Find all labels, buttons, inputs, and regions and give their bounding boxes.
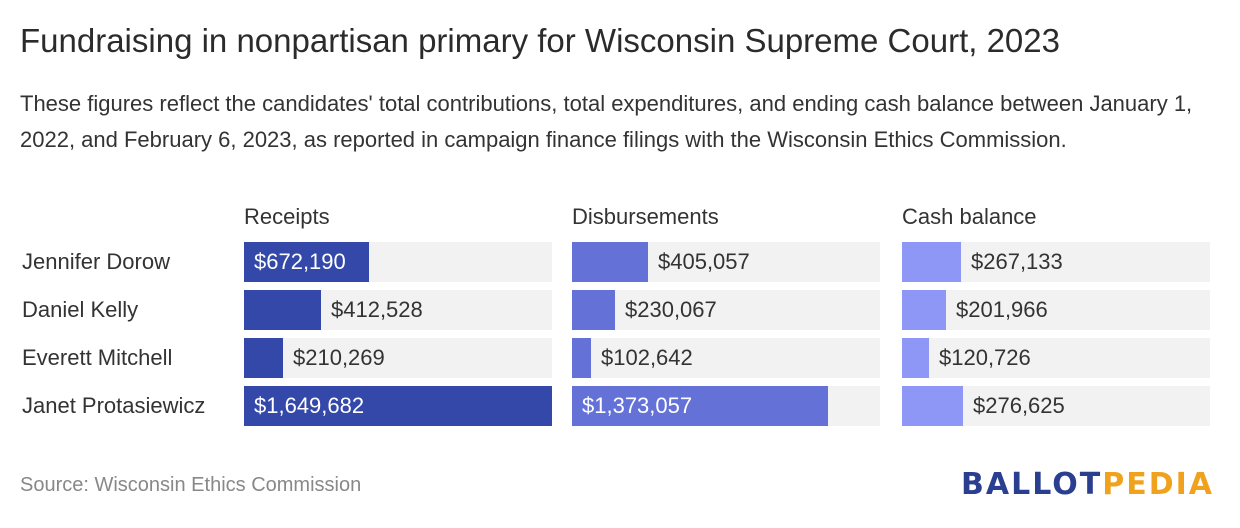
data-label-receipts-daniel-kelly: $412,528 bbox=[331, 297, 423, 322]
bar-disbursements-everett-mitchell bbox=[572, 338, 591, 378]
chart-title: Fundraising in nonpartisan primary for W… bbox=[20, 22, 1060, 59]
bar-disbursements-jennifer-dorow bbox=[572, 242, 648, 282]
bar-track-disbursements-daniel-kelly: $230,067 bbox=[572, 290, 880, 330]
bar-track-receipts-janet-protasiewicz: $1,649,682 bbox=[244, 386, 552, 426]
category-label-everett-mitchell: Everett Mitchell bbox=[22, 345, 173, 370]
data-label-cash-balance-daniel-kelly: $201,966 bbox=[956, 297, 1048, 322]
bar-track-disbursements-everett-mitchell: $102,642 bbox=[572, 338, 880, 378]
bar-receipts-jennifer-dorow bbox=[244, 242, 369, 282]
bar-track-cash-balance-everett-mitchell: $120,726 bbox=[902, 338, 1210, 378]
series-header-disbursements: Disbursements bbox=[572, 204, 719, 229]
data-label-disbursements-everett-mitchell: $102,642 bbox=[601, 345, 693, 370]
bar-track-receipts-jennifer-dorow: $672,190 bbox=[244, 242, 552, 282]
data-label-cash-balance-everett-mitchell: $120,726 bbox=[939, 345, 1031, 370]
bar-receipts-daniel-kelly bbox=[244, 290, 321, 330]
chart-subtitle: These figures reflect the candidates' to… bbox=[20, 91, 1193, 152]
bar-track-receipts-daniel-kelly: $412,528 bbox=[244, 290, 552, 330]
bar-track-cash-balance-daniel-kelly: $201,966 bbox=[902, 290, 1210, 330]
bar-cash-balance-daniel-kelly bbox=[902, 290, 946, 330]
bar-track-cash-balance-jennifer-dorow: $267,133 bbox=[902, 242, 1210, 282]
bar-cash-balance-janet-protasiewicz bbox=[902, 386, 963, 426]
series-header-cash-balance: Cash balance bbox=[902, 204, 1037, 229]
ballotpedia-logo: BALLOTPEDIA bbox=[961, 467, 1214, 502]
category-label-janet-protasiewicz: Janet Protasiewicz bbox=[22, 393, 206, 418]
bar-disbursements-daniel-kelly bbox=[572, 290, 615, 330]
data-label-disbursements-janet-protasiewicz: $1,373,057 bbox=[582, 393, 693, 418]
bar-track-cash-balance-janet-protasiewicz: $276,625 bbox=[902, 386, 1210, 426]
data-label-receipts-jennifer-dorow: $672,190 bbox=[254, 249, 346, 274]
bar-cash-balance-jennifer-dorow bbox=[902, 242, 961, 282]
bar-cash-balance-everett-mitchell bbox=[902, 338, 929, 378]
bar-disbursements-janet-protasiewicz bbox=[572, 386, 828, 426]
bar-track-disbursements-janet-protasiewicz: $1,373,057 bbox=[572, 386, 880, 426]
bar-receipts-janet-protasiewicz bbox=[244, 386, 552, 426]
data-label-cash-balance-jennifer-dorow: $267,133 bbox=[971, 249, 1063, 274]
bar-track-receipts-everett-mitchell: $210,269 bbox=[244, 338, 552, 378]
data-label-disbursements-daniel-kelly: $230,067 bbox=[625, 297, 717, 322]
data-label-receipts-janet-protasiewicz: $1,649,682 bbox=[254, 393, 365, 418]
category-label-jennifer-dorow: Jennifer Dorow bbox=[22, 249, 170, 274]
bar-receipts-everett-mitchell bbox=[244, 338, 283, 378]
bar-track-disbursements-jennifer-dorow: $405,057 bbox=[572, 242, 880, 282]
data-label-cash-balance-janet-protasiewicz: $276,625 bbox=[973, 393, 1065, 418]
logo-text-pedia: PEDIA bbox=[1102, 467, 1214, 502]
logo-text-ballot: BALLOT bbox=[961, 467, 1103, 502]
data-label-receipts-everett-mitchell: $210,269 bbox=[293, 345, 385, 370]
source-note: Source: Wisconsin Ethics Commission bbox=[20, 474, 362, 496]
data-label-disbursements-jennifer-dorow: $405,057 bbox=[658, 249, 750, 274]
category-label-daniel-kelly: Daniel Kelly bbox=[22, 297, 139, 322]
series-header-receipts: Receipts bbox=[244, 204, 330, 229]
